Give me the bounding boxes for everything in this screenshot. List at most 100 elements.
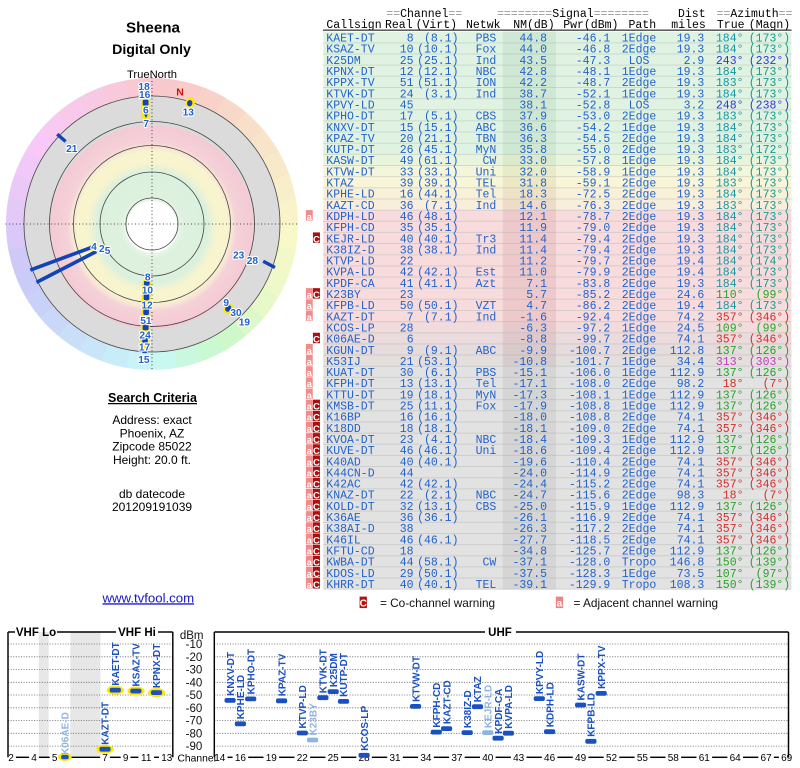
svg-text:C: C: [313, 457, 320, 468]
svg-text:9: 9: [223, 298, 229, 309]
svg-text:C: C: [313, 502, 320, 513]
svg-text:a: a: [307, 502, 313, 513]
svg-text:40: 40: [482, 753, 494, 764]
svg-text:Channel: Channel: [178, 754, 216, 765]
svg-text:-50: -50: [186, 690, 203, 702]
svg-text:-10: -10: [186, 639, 203, 651]
svg-text:C: C: [313, 413, 320, 424]
svg-text:5: 5: [52, 753, 58, 764]
svg-text:64: 64: [730, 753, 742, 764]
svg-text:KEJR-LD: KEJR-LD: [484, 685, 495, 728]
svg-text:28: 28: [247, 256, 259, 267]
svg-text:23: 23: [233, 250, 245, 261]
svg-text:52: 52: [606, 753, 618, 764]
svg-text:KDPH-LD: KDPH-LD: [545, 682, 556, 727]
svg-text:55: 55: [637, 753, 649, 764]
svg-text:UHF: UHF: [488, 627, 512, 639]
svg-text:6: 6: [143, 105, 149, 116]
svg-text:-90: -90: [186, 741, 203, 753]
svg-text:7: 7: [102, 753, 108, 764]
svg-text:4: 4: [31, 753, 37, 764]
svg-text:43: 43: [513, 753, 525, 764]
svg-text:8: 8: [145, 272, 151, 283]
svg-text:a: a: [307, 558, 313, 569]
svg-text:C: C: [313, 446, 320, 457]
svg-text:C: C: [313, 558, 320, 569]
svg-text:a: a: [307, 312, 313, 323]
svg-text:34: 34: [420, 753, 432, 764]
svg-text:C: C: [313, 546, 320, 557]
svg-text:a: a: [307, 346, 313, 357]
svg-text:61: 61: [699, 753, 711, 764]
svg-text:28: 28: [359, 753, 371, 764]
svg-text:a: a: [307, 301, 313, 312]
svg-text:Address: exact: Address: exact: [112, 413, 192, 427]
svg-text:14: 14: [214, 753, 226, 764]
svg-text:a: a: [307, 435, 313, 446]
svg-text:21: 21: [66, 144, 78, 155]
svg-text:37: 37: [451, 753, 463, 764]
svg-text:a: a: [307, 413, 313, 424]
svg-text:KNXV-DT: KNXV-DT: [226, 652, 237, 696]
svg-text:C: C: [313, 424, 320, 435]
svg-text:a: a: [307, 390, 313, 401]
svg-text:KPHE-LD: KPHE-LD: [236, 675, 247, 719]
svg-text:18: 18: [138, 82, 150, 93]
svg-text:C: C: [313, 402, 320, 413]
svg-text:16: 16: [139, 90, 151, 101]
svg-text:a: a: [307, 535, 313, 546]
svg-text:a: a: [307, 468, 313, 479]
svg-text:a: a: [307, 524, 313, 535]
svg-text:KVPA-LD: KVPA-LD: [504, 685, 515, 729]
svg-text:13: 13: [161, 753, 173, 764]
svg-text:KAET-DT: KAET-DT: [111, 642, 122, 685]
svg-text:a: a: [307, 480, 313, 491]
svg-text:Digital Only: Digital Only: [112, 42, 191, 58]
svg-text:KSAZ-TV: KSAZ-TV: [132, 643, 143, 687]
svg-text:Zipcode 85022: Zipcode 85022: [112, 440, 192, 454]
svg-text:30: 30: [230, 308, 242, 319]
svg-text:Phoenix, AZ: Phoenix, AZ: [120, 426, 185, 440]
svg-text:KPPX-TV: KPPX-TV: [597, 645, 608, 689]
svg-text:C: C: [313, 335, 320, 346]
svg-text:4: 4: [91, 242, 97, 253]
svg-text:KPVY-LD: KPVY-LD: [535, 651, 546, 694]
svg-text:KPDF-CA: KPDF-CA: [494, 689, 505, 734]
svg-text:-20: -20: [186, 652, 203, 664]
svg-text:a: a: [307, 424, 313, 435]
svg-text:69: 69: [781, 753, 793, 764]
svg-text:C: C: [360, 599, 367, 610]
svg-text:KAZT-DT: KAZT-DT: [101, 702, 112, 745]
svg-text:17: 17: [139, 342, 151, 353]
svg-text:C: C: [313, 524, 320, 535]
svg-text:KCOS-LP: KCOS-LP: [360, 705, 371, 750]
svg-text:TrueNorth: TrueNorth: [127, 69, 177, 81]
